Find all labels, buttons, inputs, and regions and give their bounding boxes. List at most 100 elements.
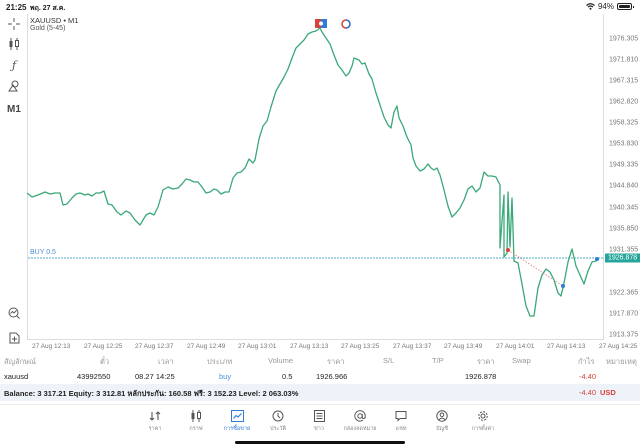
time-tick: 27 Aug 13:49 (444, 343, 483, 350)
time-tick: 27 Aug 12:25 (84, 343, 123, 350)
price-tick: 1931.355 (609, 246, 639, 254)
history-icon (272, 410, 284, 422)
crosshair-icon[interactable] (4, 16, 24, 32)
col-time: เวลา (158, 357, 174, 366)
time-tick: 27 Aug 14:01 (496, 343, 535, 350)
chart-symbol: XAUUSD • M1 (30, 16, 79, 25)
time-tick: 27 Aug 13:13 (290, 343, 329, 350)
price-tick: 1976.305 (609, 35, 639, 43)
buy-line-label: BUY 0.5 (30, 249, 56, 256)
price-tick: 1935.850 (609, 225, 639, 233)
time-tick: 27 Aug 14:25 (599, 343, 638, 350)
cell-time: 08.27 14:25 (135, 372, 175, 381)
tab-trade[interactable]: การซื้อขาย (217, 409, 257, 433)
currency: USD (600, 388, 616, 397)
home-indicator (235, 441, 405, 444)
cell-profit: -4.40 (579, 372, 597, 381)
trade-exit-marker[interactable] (561, 284, 565, 288)
col-symbol: สัญลักษณ์ (4, 357, 37, 366)
table-row[interactable]: xauusd 43992550 08.27 14:25 buy 0.5 1926… (0, 368, 640, 384)
price-tick: 1913.375 (609, 331, 639, 339)
status-time: 21:25 (6, 3, 27, 12)
price-axis: 1976.305 1971.810 1967.315 1962.820 1958.325… (605, 14, 640, 340)
price-tick: 1962.820 (609, 98, 639, 106)
price-tick: 1944.840 (609, 182, 639, 190)
time-tick: 27 Aug 12:49 (187, 343, 226, 350)
cell-open-price: 1926.966 (316, 372, 348, 381)
time-tick: 27 Aug 13:37 (393, 343, 432, 350)
price-tick: 1958.325 (609, 119, 639, 127)
col-volume: Volume (268, 356, 294, 365)
tab-quotes[interactable]: ราคา (135, 409, 175, 433)
current-position-marker[interactable] (595, 257, 599, 261)
col-type: ประเภท (207, 357, 233, 366)
col-comment: หมายเหตุ (606, 357, 637, 366)
total-profit: -4.40 (579, 388, 597, 397)
cell-symbol: xauusd (4, 372, 29, 381)
tab-mailbox[interactable]: กล่องจดหมาย (340, 409, 380, 433)
price-tick: 1922.365 (609, 289, 639, 297)
quotes-icon (149, 411, 161, 421)
time-tick: 27 Aug 12:13 (32, 343, 71, 350)
candlestick-icon[interactable] (4, 36, 24, 52)
price-tick: 1953.830 (609, 140, 639, 148)
status-bar: 21:25 พฤ. 27 ส.ค. 94% (0, 0, 640, 14)
add-chart-icon[interactable] (4, 330, 24, 346)
chart-icon (191, 410, 201, 422)
zoom-chart-icon[interactable] (4, 305, 24, 321)
tab-history[interactable]: ประวัติ (258, 409, 298, 433)
col-open-price: ราคา (327, 357, 345, 366)
time-tick: 27 Aug 12:37 (135, 343, 174, 350)
chart-toolbar: ƒ M1 (0, 14, 27, 344)
col-price: ราคา (477, 357, 495, 366)
cell-ticket: 43992550 (77, 372, 111, 381)
cell-volume: 0.5 (282, 372, 293, 381)
objects-icon[interactable] (4, 78, 24, 94)
col-ticket: ตั๋ว (100, 357, 110, 366)
table-header: สัญลักษณ์ ตั๋ว เวลา ประเภท Volume ราคา S… (0, 352, 640, 368)
price-tick: 1940.345 (609, 204, 639, 212)
chart-area[interactable] (27, 14, 604, 340)
trade-entry-marker[interactable] (506, 248, 510, 252)
tab-settings[interactable]: การตั้งค่า (463, 409, 503, 433)
time-tick: 27 Aug 13:01 (238, 343, 277, 350)
account-summary: Balance: 3 317.21 Equity: 3 312.81 หลักป… (0, 384, 640, 401)
current-price-badge: 1926.878 (605, 253, 640, 263)
battery-icon (617, 3, 634, 10)
news-icon (313, 410, 325, 422)
indicators-icon[interactable]: ƒ (11, 58, 17, 72)
tab-chat[interactable]: แชท (381, 409, 421, 433)
chart-subtitle: Gold (5-45) (30, 25, 66, 32)
timeframe-button[interactable]: M1 (7, 103, 21, 115)
price-line (26, 27, 600, 317)
deal-marker-icon[interactable] (315, 19, 327, 28)
mailbox-icon (354, 410, 366, 422)
col-sl: S/L (383, 356, 395, 365)
cell-type: buy (219, 372, 232, 381)
price-tick: 1917.870 (609, 310, 639, 318)
wifi-icon (586, 3, 595, 10)
status-date: พฤ. 27 ส.ค. (30, 5, 66, 12)
chat-icon (395, 411, 407, 422)
settings-icon (478, 411, 488, 421)
trade-connector-line (507, 249, 564, 287)
time-tick: 27 Aug 14:13 (547, 343, 586, 350)
col-tp: T/P (432, 356, 444, 365)
cell-price: 1926.878 (465, 372, 497, 381)
event-marker-icon[interactable] (341, 19, 351, 29)
battery-percent: 94% (597, 2, 614, 11)
tab-bar: ราคา กราฟ การซื้อขาย ประวัติ ข่าว กล่องจ… (0, 404, 640, 447)
tab-account[interactable]: บัญชี (422, 409, 462, 433)
price-tick: 1949.335 (609, 161, 639, 169)
col-swap: Swap (512, 356, 531, 365)
tab-chart[interactable]: กราฟ (176, 409, 216, 433)
time-axis: 27 Aug 12:13 27 Aug 12:25 27 Aug 12:37 27 A… (27, 341, 640, 353)
status-right: 94% (586, 2, 634, 11)
positions-table: สัญลักษณ์ ตั๋ว เวลา ประเภท Volume ราคา S… (0, 352, 640, 401)
price-tick: 1971.810 (609, 56, 639, 64)
tab-news[interactable]: ข่าว (299, 409, 339, 433)
price-tick: 1967.315 (609, 77, 639, 85)
balance-summary: Balance: 3 317.21 Equity: 3 312.81 หลักป… (4, 389, 299, 398)
account-icon (436, 410, 448, 422)
